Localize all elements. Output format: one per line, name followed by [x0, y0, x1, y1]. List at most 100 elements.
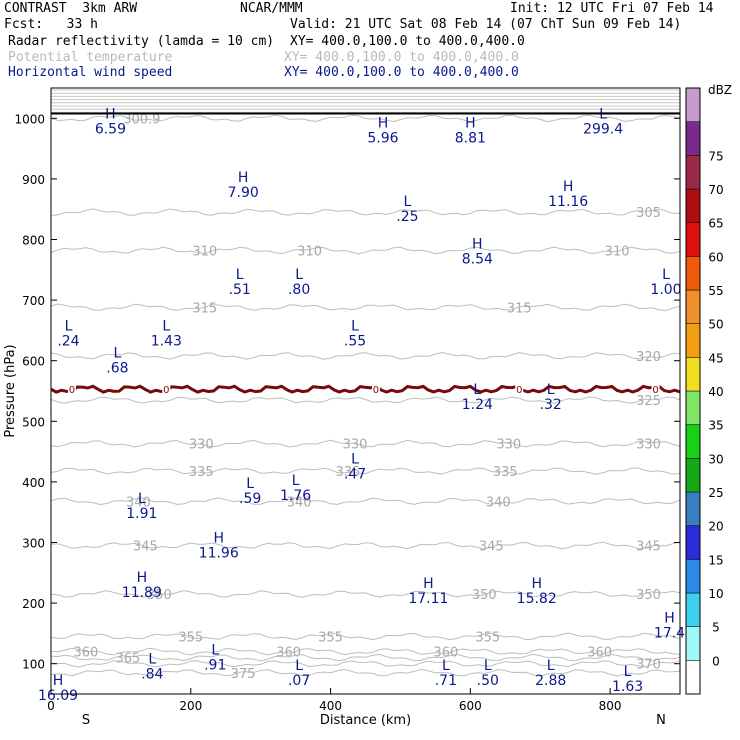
wind-extremum-value: .50 [477, 673, 499, 689]
wind-extremum-type: L [211, 643, 219, 659]
wind-extremum-value: .55 [344, 333, 366, 349]
wind-extremum-type: L [295, 267, 303, 283]
wind-extremum-type: L [65, 318, 73, 334]
axes: 100 200 300 400 500 600 700 800 900 1000 0 200 400 60… [3, 112, 680, 728]
colorbar-border [685, 87, 701, 695]
theta-contour-label: 310 [297, 244, 322, 259]
field-name-reflectivity: Radar reflectivity (lamda = 10 cm) [8, 34, 275, 49]
colorbar-swatch [685, 155, 701, 190]
theta-contour-label: 360 [587, 646, 612, 661]
theta-contour-label: 340 [287, 495, 312, 510]
wind-extremum-type: L [624, 664, 632, 680]
colorbar-swatch [685, 121, 701, 156]
wind-extremum-value: 5.96 [367, 130, 398, 146]
theta-contour-label: 310 [192, 244, 217, 259]
theta-contour-label: 330 [496, 438, 521, 453]
y-tick-label: 600 [22, 355, 45, 369]
wind-extremum-value: 11.16 [548, 194, 588, 210]
theta-contour-label: 360 [433, 646, 458, 661]
wind-extremum-value: .51 [229, 282, 251, 298]
wind-extremum-value: .24 [57, 333, 79, 349]
theta-contour-line [51, 303, 680, 312]
theta-contour-label: 360 [74, 646, 99, 661]
wind-extremum-value: .25 [396, 209, 418, 225]
wind-extremum-value: 11.89 [122, 585, 162, 601]
freezing-level-label: 0 [652, 385, 658, 396]
wind-extremum-value: 16.09 [38, 688, 78, 704]
wind-extremum-type: L [484, 658, 492, 674]
y-tick-label: 900 [22, 173, 45, 187]
x-tick-label: 600 [459, 699, 482, 713]
y-tick-label: 800 [22, 234, 45, 248]
wind-extremum-type: H [213, 531, 224, 547]
freezing-label-bg [67, 384, 76, 395]
wind-extremum-type: L [351, 452, 359, 468]
freezing-level-line [51, 384, 680, 394]
init-time: Init: 12 UTC Fri 07 Feb 14 [510, 1, 714, 16]
theta-contour-line [51, 660, 680, 668]
theta-contour-label: 330 [636, 438, 661, 453]
theta-contour-label: 340 [126, 495, 151, 510]
x-tick-label: 400 [319, 699, 342, 713]
theta-contour-line [51, 668, 680, 677]
colorbar-unit: dBZ [708, 83, 732, 97]
theta-contour-label: 335 [189, 465, 214, 480]
colorbar-swatch [685, 357, 701, 392]
wind-extremum-value: .84 [141, 667, 163, 683]
theta-contours: 300.9 305 310 310 310 315 315 320 325 330 330 330 33… [51, 89, 680, 682]
wind-extremum-type: L [442, 658, 450, 674]
wind-extremum-type: L [547, 658, 555, 674]
theta-contour-line [51, 541, 680, 550]
freezing-level-label: 0 [163, 385, 169, 396]
colorbar-level-label: 50 [708, 318, 723, 332]
freezing-level-label: 0 [373, 385, 379, 396]
theta-contour-label: 330 [343, 438, 368, 453]
x-left-end-label: S [82, 713, 90, 728]
colorbar-swatch [685, 222, 701, 257]
freezing-level: 0 0 0 0 0 [51, 384, 680, 396]
wind-extremum-type: L [246, 476, 254, 492]
field-name-wind: Horizontal wind speed [8, 65, 173, 80]
x-tick-label: 200 [179, 699, 202, 713]
theta-contour-label: 315 [507, 301, 532, 316]
colorbar-level-label: 0 [712, 654, 720, 668]
colorbar-swatch [685, 458, 701, 493]
colorbar-level-label: 60 [708, 250, 723, 264]
wind-extremum-type: H [423, 576, 434, 592]
y-tick-label: 300 [22, 537, 45, 551]
wind-extremum-type: H [531, 576, 542, 592]
field-xy-theta: XY= 400.0,100.0 to 400.0,400.0 [284, 50, 519, 65]
field-xy-wind: XY= 400.0,100.0 to 400.0,400.0 [284, 65, 519, 80]
theta-contour-line [51, 590, 680, 598]
theta-contour-line [51, 439, 680, 448]
field-xy-reflectivity: XY= 400.0,100.0 to 400.0,400.0 [290, 34, 525, 49]
theta-contour-label: 335 [336, 465, 361, 480]
wind-extremum-type: L [404, 194, 412, 210]
wind-extremum-value: 1.76 [280, 488, 311, 504]
colorbar-swatch [685, 424, 701, 459]
wind-extremum-value: 15.82 [517, 591, 557, 607]
theta-contour-label: 330 [189, 438, 214, 453]
wind-speed-extrema: H16.09L.84L.91 L.07L.71L.50L2.88L1.63H17.… [38, 106, 685, 704]
colorbar-level-label: 55 [708, 284, 723, 298]
forecast-hour: Fcst: 33 h [4, 17, 98, 32]
y-tick-label: 700 [22, 294, 45, 308]
wind-extremum-type: L [162, 318, 170, 334]
wind-extremum-type: H [563, 179, 574, 195]
wind-extremum-value: .59 [239, 491, 261, 507]
theta-contour-label: 375 [231, 667, 256, 682]
theta-contour-label: 345 [479, 540, 504, 555]
y-axis-label: Pressure (hPa) [3, 344, 18, 437]
theta-contour-label: 335 [493, 465, 518, 480]
wind-extremum-value: 299.4 [583, 121, 623, 137]
wind-extremum-type: L [295, 658, 303, 674]
wind-extremum-value: .71 [435, 673, 457, 689]
theta-contour-label: 325 [636, 394, 661, 409]
wind-extremum-value: 1.63 [612, 679, 643, 695]
colorbar-level-label: 15 [708, 553, 723, 567]
x-right-end-label: N [656, 713, 666, 728]
freezing-label-bg [371, 384, 380, 395]
colorbar-swatch [685, 289, 701, 324]
center-title: NCAR/MMM [240, 1, 303, 16]
